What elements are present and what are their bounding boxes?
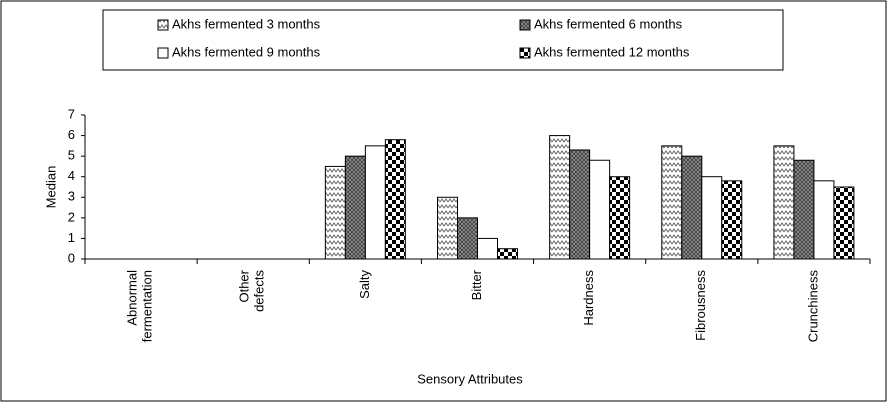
y-tick-label: 4	[68, 168, 75, 183]
x-tick-label: Hardness	[581, 270, 596, 326]
legend-swatch	[157, 19, 169, 31]
y-tick-label: 6	[68, 127, 75, 142]
x-tick-label: Otherdefects	[237, 269, 267, 312]
y-tick-label: 0	[68, 250, 75, 265]
bar	[661, 145, 683, 260]
y-tick-label: 5	[68, 148, 75, 163]
bar	[773, 145, 795, 260]
bar	[457, 217, 478, 260]
x-tick-label: Bitter	[469, 269, 484, 300]
bar	[477, 237, 498, 260]
bar	[589, 159, 611, 260]
legend-label: Akhs fermented 6 months	[534, 16, 683, 31]
bar	[437, 196, 458, 260]
bar	[497, 248, 518, 260]
bar	[549, 135, 571, 260]
y-tick-label: 1	[68, 230, 75, 245]
y-axis-label: Median	[43, 166, 58, 209]
x-tick-label: Salty	[357, 270, 372, 299]
legend-label: Akhs fermented 9 months	[172, 44, 321, 59]
bar	[701, 176, 723, 260]
bar	[344, 155, 366, 260]
x-tick-label: Abnormalfermentation	[125, 270, 155, 342]
bar	[384, 139, 406, 260]
bar	[721, 180, 743, 260]
y-tick-label: 3	[68, 189, 75, 204]
y-tick-label: 7	[68, 106, 75, 121]
bar	[793, 159, 815, 260]
bar	[364, 145, 386, 260]
legend-label: Akhs fermented 3 months	[172, 16, 321, 31]
bar	[569, 149, 591, 260]
bar	[681, 155, 703, 260]
legend-swatch	[157, 47, 169, 59]
bar	[609, 176, 631, 260]
legend	[102, 9, 784, 71]
y-tick-label: 2	[68, 209, 75, 224]
legend-swatch	[519, 47, 531, 59]
legend-label: Akhs fermented 12 months	[534, 44, 690, 59]
legend-swatch	[519, 19, 531, 31]
bar	[324, 165, 346, 260]
x-axis-label: Sensory Attributes	[417, 371, 523, 386]
x-tick-label: Fibrousness	[693, 270, 708, 341]
bar	[833, 186, 855, 260]
bar	[813, 180, 835, 260]
x-tick-label: Crunchiness	[805, 270, 820, 343]
